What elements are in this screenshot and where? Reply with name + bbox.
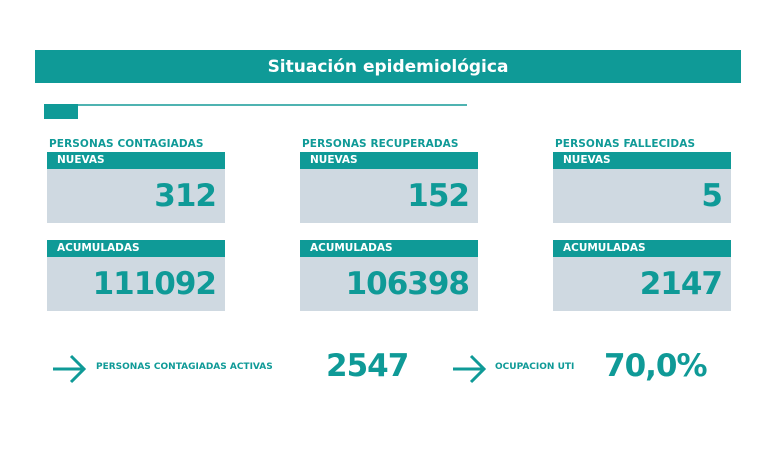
- category-fallecidas: PERSONAS FALLECIDAS: [555, 138, 696, 150]
- category-contagiadas: PERSONAS CONTAGIADAS: [49, 138, 204, 150]
- nuevas-value: 5: [553, 169, 731, 223]
- accent-block: [44, 104, 78, 119]
- acumuladas-label: ACUMULADAS: [47, 240, 225, 257]
- nuevas-label: NUEVAS: [47, 152, 225, 169]
- page-title: Situación epidemiológica: [35, 50, 741, 83]
- acumuladas-label: ACUMULADAS: [553, 240, 731, 257]
- acumuladas-label: ACUMULADAS: [300, 240, 478, 257]
- nuevas-value: 312: [47, 169, 225, 223]
- arrow-right-icon: [453, 354, 486, 384]
- active-cases-label: PERSONAS CONTAGIADAS ACTIVAS: [96, 362, 273, 372]
- active-cases-value: 2547: [326, 348, 409, 384]
- acumuladas-value: 2147: [553, 257, 731, 311]
- arrow-right-icon: [53, 354, 86, 384]
- acumuladas-value: 106398: [300, 257, 478, 311]
- icu-occupancy-value: 70,0%: [604, 348, 708, 384]
- category-recuperadas: PERSONAS RECUPERADAS: [302, 138, 459, 150]
- divider: [78, 104, 467, 106]
- nuevas-label: NUEVAS: [300, 152, 478, 169]
- nuevas-label: NUEVAS: [553, 152, 731, 169]
- icu-occupancy-label: OCUPACION UTI: [495, 362, 575, 372]
- nuevas-value: 152: [300, 169, 478, 223]
- acumuladas-value: 111092: [47, 257, 225, 311]
